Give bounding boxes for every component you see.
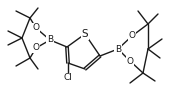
Text: O: O — [32, 23, 39, 32]
Text: S: S — [82, 29, 88, 39]
Text: Cl: Cl — [64, 74, 72, 83]
Text: O: O — [126, 57, 133, 66]
Text: B: B — [115, 44, 121, 54]
Text: O: O — [32, 43, 39, 53]
Text: O: O — [129, 31, 135, 40]
Text: B: B — [47, 35, 53, 44]
